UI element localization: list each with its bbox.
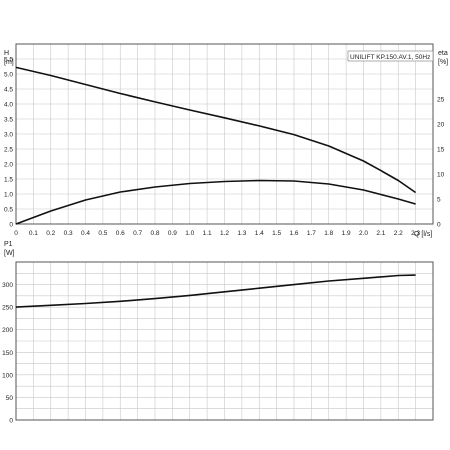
y-tick-label: 4.5 xyxy=(4,87,13,94)
x-tick-label: 1.2 xyxy=(220,230,229,237)
y2-tick-label: 20 xyxy=(437,122,445,129)
top-y-axis-label: H xyxy=(4,50,9,57)
x-tick-label: 0.5 xyxy=(98,230,107,237)
x-tick-label: 1.1 xyxy=(203,230,212,237)
y-tick-label: 1.5 xyxy=(4,177,13,184)
legend-title: UNILIFT KP.150.AV.1, 50Hz xyxy=(350,54,430,61)
x-tick-label: 0.6 xyxy=(116,230,125,237)
y-tick-label: 5.5 xyxy=(4,57,13,64)
right-y-axis-unit: [%] xyxy=(438,59,448,66)
y2-tick-label: 5 xyxy=(437,197,441,204)
x-tick-label: 2.0 xyxy=(359,230,368,237)
x-tick-label: 0.7 xyxy=(133,230,142,237)
y-tick-label: 4.0 xyxy=(4,102,13,109)
y-tick-label: 0.5 xyxy=(4,207,13,214)
y-tick-label: 2.0 xyxy=(4,162,13,169)
curves xyxy=(15,66,417,308)
y-tick-label: 0 xyxy=(9,418,13,425)
x-tick-label: 2.2 xyxy=(394,230,403,237)
x-tick-label: 0.2 xyxy=(46,230,55,237)
bottom-y-axis-label: P1 xyxy=(4,241,13,248)
y-tick-label: 150 xyxy=(2,350,13,357)
y-tick-label: 5.0 xyxy=(4,72,13,79)
bottom-panel-grid xyxy=(16,262,433,420)
x-tick-label: 0 xyxy=(14,230,18,237)
top-panel-grid xyxy=(16,44,433,224)
y-tick-label: 3.5 xyxy=(4,117,13,124)
y-tick-label: 1.0 xyxy=(4,192,13,199)
y-tick-label: 50 xyxy=(6,395,14,402)
x-tick-label: 1.4 xyxy=(255,230,264,237)
top-y-axis-unit: [m] xyxy=(4,59,14,66)
bottom-y-axis-unit: [W] xyxy=(4,250,15,257)
top-panel-frame xyxy=(15,43,434,225)
y-tick-label: 100 xyxy=(2,372,13,379)
x-tick-label: 1.8 xyxy=(324,230,333,237)
y-tick-label: 3.0 xyxy=(4,132,13,139)
head-curve xyxy=(15,66,417,194)
y2-tick-label: 15 xyxy=(437,147,445,154)
x-tick-label: 1.9 xyxy=(342,230,351,237)
x-tick-label: 0.8 xyxy=(150,230,159,237)
x-tick-label: 1.6 xyxy=(289,230,298,237)
power-curve xyxy=(15,274,416,308)
efficiency-curve xyxy=(15,179,416,225)
x-tick-label: 2.1 xyxy=(376,230,385,237)
y2-tick-label: 10 xyxy=(437,172,445,179)
x-tick-label: 0.1 xyxy=(29,230,38,237)
x-tick-label: 1.0 xyxy=(185,230,194,237)
bottom-panel-tick-labels: 0 50 100 150 200 250 300 xyxy=(2,282,13,424)
x-tick-label: 0.4 xyxy=(81,230,90,237)
y2-tick-label: 0 xyxy=(437,222,441,229)
right-y-axis-label: eta xyxy=(438,50,448,57)
x-tick-label: 2.3 xyxy=(411,230,420,237)
x-axis-label: Q [l/s] xyxy=(414,231,432,238)
y-tick-label: 250 xyxy=(2,305,13,312)
x-tick-label: 1.7 xyxy=(307,230,316,237)
top-panel-tick-labels: 0 0.1 0.2 0.3 0.4 0.5 0.6 0.7 0.8 0.9 1.0 1.1 1.2 1.3… xyxy=(4,57,445,238)
y-tick-label: 0 xyxy=(9,222,13,229)
y2-tick-label: 25 xyxy=(437,97,445,104)
x-tick-label: 1.3 xyxy=(237,230,246,237)
y-tick-label: 2.5 xyxy=(4,147,13,154)
y-tick-label: 200 xyxy=(2,327,13,334)
legend-box xyxy=(347,50,434,62)
x-tick-label: 1.5 xyxy=(272,230,281,237)
x-tick-label: 0.3 xyxy=(64,230,73,237)
x-tick-label: 0.9 xyxy=(168,230,177,237)
bottom-panel-frame xyxy=(15,261,434,421)
y-tick-label: 300 xyxy=(2,282,13,289)
